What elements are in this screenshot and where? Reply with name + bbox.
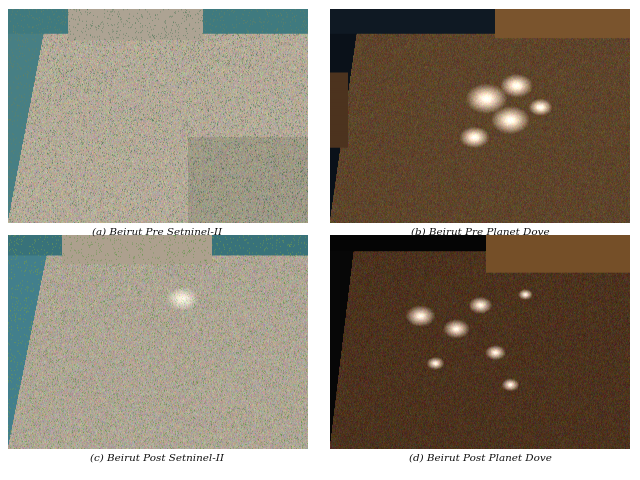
Text: (c) Beirut Post Setninel-II: (c) Beirut Post Setninel-II [90,453,225,461]
Text: (b) Beirut Pre Planet Dove: (b) Beirut Pre Planet Dove [411,227,549,236]
Text: (d) Beirut Post Planet Dove: (d) Beirut Post Planet Dove [408,453,552,461]
Text: (a) Beirut Pre Setninel-II: (a) Beirut Pre Setninel-II [92,227,223,236]
